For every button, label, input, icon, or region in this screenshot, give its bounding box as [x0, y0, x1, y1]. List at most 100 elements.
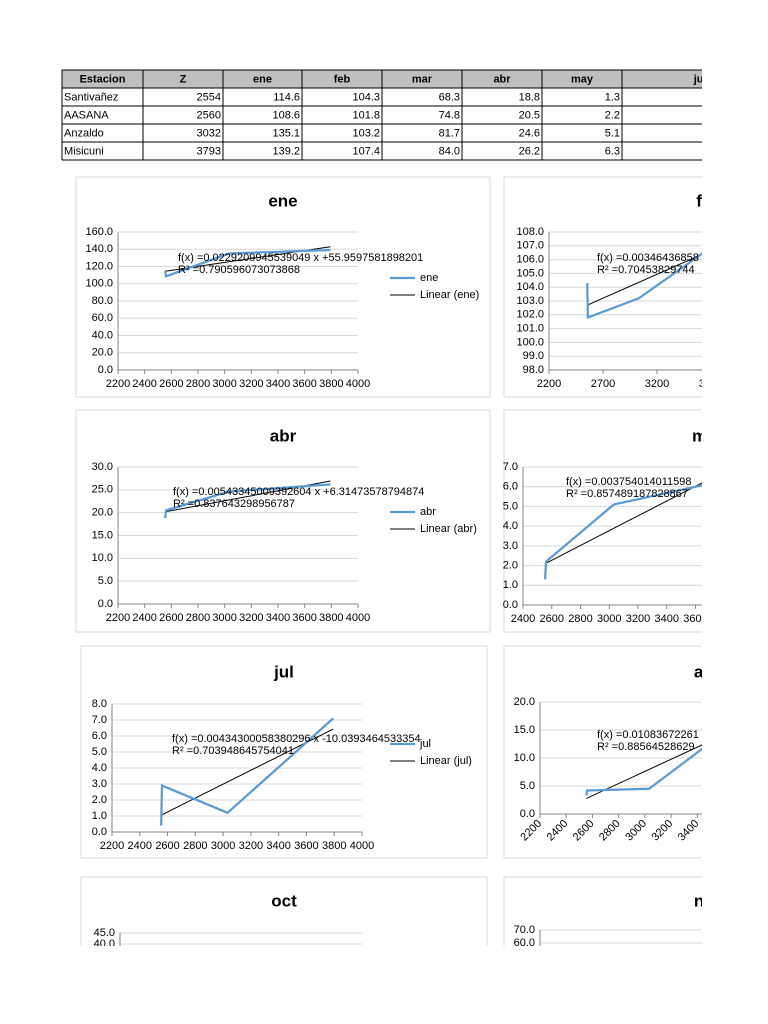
trend-r-squared: R² =0.790596073073868 — [178, 264, 300, 276]
x-tick-label: 2600 — [159, 612, 183, 624]
y-tick-label: 103.0 — [516, 295, 544, 307]
table-cell: 107.4 — [352, 145, 380, 157]
chart: ene 0.0 20.0 40.0 60.0 80.0 100.0 120.0 140.0 160… — [75, 176, 491, 398]
chart-title: nov — [694, 891, 725, 910]
x-tick-label: 3200 — [626, 613, 650, 625]
y-tick-label: 99.0 — [523, 350, 544, 362]
chart-frame — [503, 876, 702, 946]
x-tick-label: 2400 — [128, 840, 152, 852]
y-tick-label: 60.0 — [92, 312, 113, 324]
x-tick-label: 2800 — [186, 612, 210, 624]
y-tick-label: 20.0 — [92, 347, 113, 359]
table-cell: 84.0 — [439, 145, 460, 157]
x-tick-label: 2600 — [155, 840, 179, 852]
x-tick-label: 2800 — [186, 378, 210, 390]
x-tick-label: 2800 — [183, 840, 207, 852]
y-tick-label: 2.0 — [92, 794, 107, 806]
table-header: abr — [493, 73, 511, 85]
legend-label: Linear (abr) — [420, 523, 477, 535]
x-tick-label: 4000 — [346, 612, 370, 624]
y-tick-label: 0.0 — [92, 826, 107, 838]
y-tick-label: 7.0 — [92, 714, 107, 726]
y-tick-label: 1.0 — [503, 579, 518, 591]
x-tick-label: 2200 — [106, 378, 130, 390]
trend-equation: f(x) =0.0229209945539049 x +55.959758189… — [178, 252, 423, 264]
y-tick-label: 2.0 — [503, 559, 518, 571]
table-cell: 68.3 — [439, 91, 460, 103]
y-tick-label: 15.0 — [92, 529, 113, 541]
table-cell: 139.2 — [272, 145, 300, 157]
y-tick-label: 40.0 — [94, 938, 115, 950]
chart-frame — [75, 176, 491, 398]
x-tick-label: 2700 — [591, 378, 615, 390]
y-tick-label: 120.0 — [85, 260, 113, 272]
x-tick-label: 2800 — [568, 613, 592, 625]
y-tick-label: 5.0 — [98, 575, 113, 587]
x-tick-label: 3800 — [319, 612, 343, 624]
table-cell: 20.5 — [519, 109, 540, 121]
y-tick-label: 0.0 — [98, 364, 113, 376]
chart-title: oct — [271, 891, 297, 910]
trend-equation: f(x) =0.00434300058380296 x -10.03934645… — [172, 733, 421, 745]
table-cell: 26.2 — [519, 145, 540, 157]
trend-r-squared: R² =0.857489187828867 — [566, 488, 688, 500]
legend-label: Linear (jul) — [420, 755, 472, 767]
chart-title: ene — [268, 191, 297, 210]
y-tick-label: 140.0 — [85, 243, 113, 255]
chart-title: feb — [696, 191, 722, 210]
table-cell: Anzaldo — [64, 127, 104, 139]
table-header: may — [571, 73, 594, 85]
table-cell: 5.1 — [605, 127, 620, 139]
series-line — [544, 484, 702, 580]
x-tick-label: 3400 — [266, 840, 290, 852]
table-cell: 2.2 — [605, 109, 620, 121]
y-tick-label: 25.0 — [92, 484, 113, 496]
y-tick-label: 5.0 — [503, 500, 518, 512]
y-tick-label: 4.0 — [503, 520, 518, 532]
table-header: Z — [180, 73, 187, 85]
table-cell: 18.8 — [519, 91, 540, 103]
trend-equation: f(x) =0.00543345009392604 x +6.314735787… — [173, 486, 424, 498]
legend-label: Linear (ene) — [420, 289, 479, 301]
chart: may 0.0 1.0 2.0 3.0 4.0 5.0 6.0 7.0 2400 2600 2800 3… — [503, 409, 707, 633]
y-tick-label: 160.0 — [85, 226, 113, 238]
table-cell: 103.2 — [352, 127, 380, 139]
y-tick-label: 8.0 — [92, 698, 107, 710]
chart: jul 0.0 1.0 2.0 3.0 4.0 5.0 6.0 7.0 8.0 2200 2400 26… — [80, 645, 488, 859]
y-tick-label: 100.0 — [516, 336, 544, 348]
series-line — [164, 248, 331, 278]
legend-label: ene — [420, 272, 438, 284]
x-tick-label: 2200 — [100, 840, 124, 852]
x-tick-label: 3000 — [212, 612, 236, 624]
table-cell: 3793 — [197, 145, 221, 157]
x-tick-label: 3000 — [597, 613, 621, 625]
y-tick-label: 40.0 — [92, 329, 113, 341]
chart-frame — [75, 409, 491, 633]
series-line — [164, 483, 331, 519]
x-tick-label: 3000 — [212, 378, 236, 390]
trend-r-squared: R² =0.837643298956787 — [173, 498, 295, 510]
trend-r-squared: R² =0.70453829744 — [597, 264, 695, 276]
table-cell: 74.8 — [439, 109, 460, 121]
x-tick-label: 2600 — [159, 378, 183, 390]
table-cell: 135.1 — [272, 127, 300, 139]
table-cell: 1.3 — [605, 91, 620, 103]
y-tick-label: 45.0 — [94, 927, 115, 939]
table-header: ene — [253, 73, 272, 85]
y-tick-label: 10.0 — [92, 552, 113, 564]
y-tick-label: 107.0 — [516, 240, 544, 252]
table-header: mar — [412, 73, 433, 85]
y-tick-label: 0.0 — [503, 599, 518, 611]
x-tick-label: 2600 — [540, 613, 564, 625]
x-tick-label: 3600 — [683, 613, 707, 625]
y-tick-label: 10.0 — [514, 752, 535, 764]
x-tick-label: 3200 — [239, 378, 263, 390]
x-tick-label: 3000 — [211, 840, 235, 852]
table-cell: 6.3 — [605, 145, 620, 157]
y-tick-label: 7.0 — [503, 461, 518, 473]
x-tick-label: 3700 — [699, 378, 723, 390]
